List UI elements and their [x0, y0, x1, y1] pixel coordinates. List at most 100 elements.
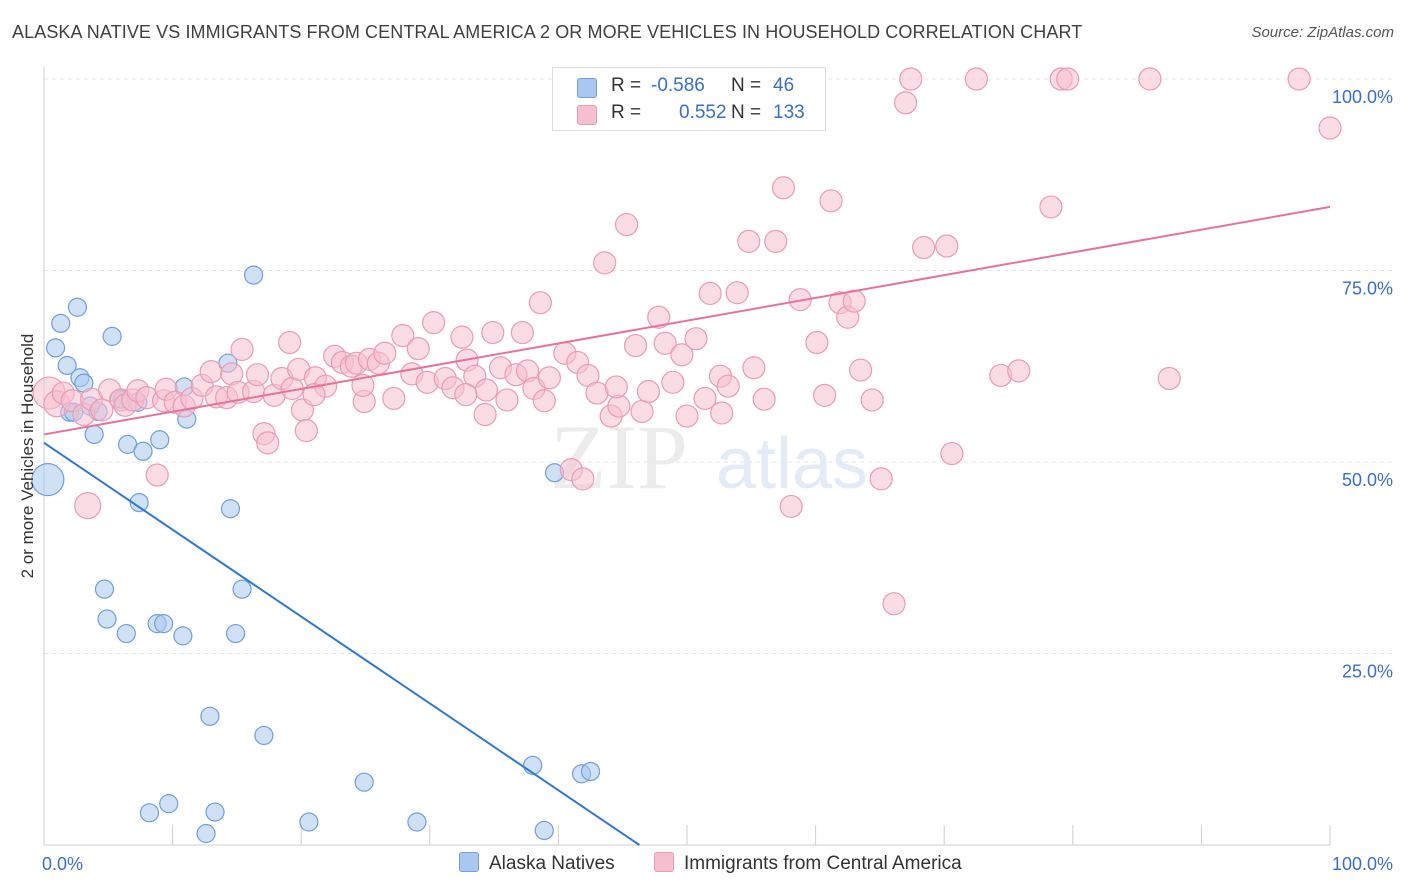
data-point	[737, 229, 761, 253]
data-point	[779, 494, 803, 519]
data-point	[805, 330, 829, 355]
data-point	[373, 341, 397, 365]
source-label: Source: ZipAtlas.com	[1251, 24, 1394, 41]
data-point	[159, 794, 179, 814]
regression-line-alaska-natives	[43, 442, 640, 846]
data-point	[232, 579, 252, 599]
data-point	[145, 463, 169, 487]
data-point	[153, 614, 174, 634]
y-tick-label: 50.0%	[1342, 470, 1393, 490]
data-point	[585, 381, 609, 405]
legend-swatch-blue	[577, 78, 597, 98]
bottom-legend-swatch-blue	[459, 852, 479, 872]
grid-lines	[44, 78, 1392, 654]
data-point	[912, 235, 936, 260]
bottom-legend-immigrants: Immigrants from Central America	[654, 852, 962, 875]
data-point	[450, 325, 474, 349]
data-point	[537, 366, 561, 390]
data-point	[653, 331, 677, 355]
data-point	[278, 330, 302, 355]
data-point	[299, 812, 319, 832]
data-point	[495, 388, 519, 412]
data-point	[819, 189, 843, 213]
y-tick-label: 25.0%	[1342, 662, 1393, 682]
data-point	[534, 820, 554, 841]
tick-labels: 25.0% 50.0% 75.0% 100.0% 0.0% 100.0%	[42, 87, 1393, 874]
data-point	[481, 320, 505, 345]
data-point	[473, 402, 497, 427]
data-point	[1039, 195, 1063, 219]
data-point	[196, 823, 216, 844]
chart-title: ALASKA NATIVE VS IMMIGRANTS FROM CENTRAL…	[12, 22, 1083, 42]
data-point	[882, 592, 906, 616]
bottom-legend-label: Immigrants from Central America	[684, 853, 962, 874]
watermark: ZIP atlas	[550, 406, 868, 508]
data-point	[244, 265, 264, 285]
data-point	[510, 320, 534, 345]
data-point	[256, 431, 280, 455]
data-point	[102, 326, 122, 346]
data-point	[661, 370, 685, 394]
data-point	[1056, 67, 1080, 91]
data-point	[1318, 116, 1342, 140]
data-point	[698, 281, 722, 306]
data-point	[90, 398, 114, 422]
data-point	[391, 324, 415, 348]
data-point	[571, 467, 595, 491]
data-point	[294, 418, 318, 443]
data-point	[150, 430, 170, 450]
bottom-legend-label: Alaska Natives	[489, 853, 615, 874]
watermark-atlas: atlas	[716, 424, 868, 504]
data-point	[849, 358, 873, 382]
data-point	[630, 399, 654, 424]
data-point	[94, 579, 115, 599]
data-point	[422, 310, 446, 335]
data-point	[771, 176, 796, 200]
data-point	[199, 360, 223, 384]
legend-n-label: N =	[731, 75, 762, 96]
data-point	[580, 761, 601, 782]
data-point	[220, 499, 241, 519]
data-point	[407, 812, 427, 832]
series-alaska-natives	[31, 265, 601, 844]
data-point	[406, 337, 430, 361]
data-point	[245, 363, 270, 387]
data-point	[894, 91, 918, 115]
data-point	[1007, 359, 1031, 383]
data-point	[647, 305, 671, 329]
data-point	[752, 387, 776, 411]
data-point	[51, 313, 71, 333]
data-point	[899, 67, 923, 91]
data-point	[173, 626, 193, 646]
data-point	[869, 467, 893, 491]
data-point	[97, 609, 117, 629]
data-point	[1138, 67, 1162, 91]
data-point	[31, 463, 65, 497]
data-point	[354, 772, 374, 792]
data-point	[742, 356, 766, 380]
axes	[43, 67, 1331, 846]
data-point	[116, 623, 136, 644]
data-point	[964, 67, 988, 91]
data-point	[693, 386, 717, 411]
data-point	[129, 492, 149, 513]
data-point	[205, 802, 225, 822]
data-point	[675, 404, 699, 428]
legend-n-value: 133	[773, 102, 805, 123]
data-point	[57, 355, 77, 376]
data-point	[670, 343, 694, 367]
data-point	[133, 441, 153, 461]
legend-r-value: -0.586	[651, 75, 705, 96]
data-point	[1287, 67, 1311, 91]
y-axis-label: 2 or more Vehicles in Household	[18, 334, 37, 579]
data-point	[45, 338, 66, 358]
data-point	[200, 706, 220, 726]
data-point	[532, 389, 556, 413]
correlation-legend: R = -0.586 N = 46 R = 0.552 N = 133	[552, 67, 826, 131]
data-point	[684, 327, 708, 351]
legend-n-label: N =	[731, 102, 762, 123]
legend-swatch-pink	[577, 105, 597, 125]
legend-r-value: 0.552	[679, 102, 727, 123]
data-point	[636, 379, 661, 404]
